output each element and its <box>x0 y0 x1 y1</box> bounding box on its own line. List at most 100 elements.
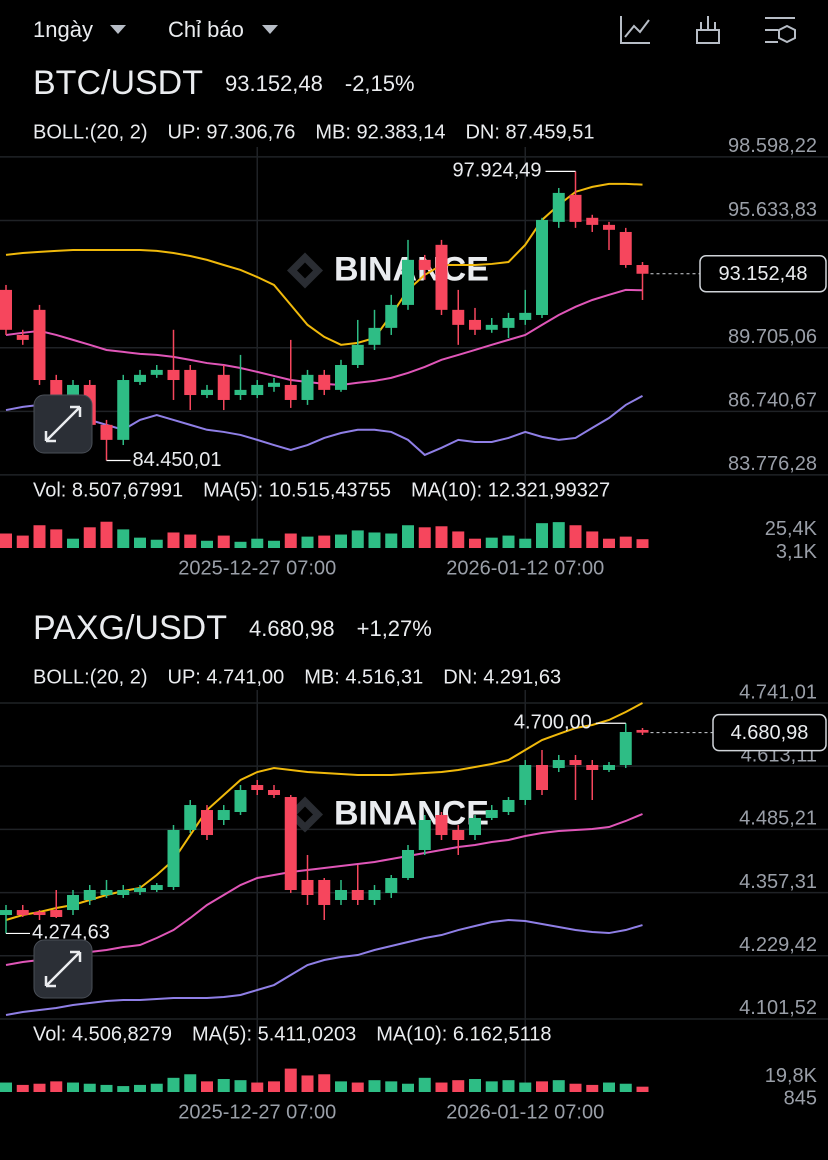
candle-body <box>502 318 515 328</box>
draw-icon[interactable] <box>696 16 720 44</box>
volume-bar <box>234 1080 247 1092</box>
volume-bar <box>301 1075 314 1092</box>
vol-ma5: MA(5): 5.411,0203 <box>192 1023 356 1045</box>
indicator-text[interactable]: Chỉ báo <box>168 17 244 42</box>
boll-up: UP: 97.306,76 <box>168 121 296 143</box>
volume-bar <box>402 525 414 548</box>
high-label: 97.924,49 <box>453 160 542 182</box>
volume-bar <box>67 1082 79 1092</box>
candle-body <box>452 829 465 841</box>
expand-icon[interactable] <box>44 405 82 443</box>
volume-bar <box>117 529 130 548</box>
price: 93.152,48 <box>225 71 323 96</box>
price: 4.680,98 <box>249 616 335 641</box>
volume-bar <box>636 539 649 548</box>
volume-bar <box>402 1083 414 1092</box>
interval-selector[interactable]: 1ngày <box>33 17 126 42</box>
vol-ma5: MA(5): 10.515,43755 <box>203 479 391 501</box>
indicator-selector[interactable]: Chỉ báo <box>168 17 278 42</box>
settings-icon[interactable] <box>765 17 796 44</box>
volume-bar <box>50 529 63 548</box>
boll-mb: MB: 4.516,31 <box>304 666 423 688</box>
volume-bar <box>385 533 398 548</box>
volume-bar <box>268 1081 280 1092</box>
candle-body <box>385 304 398 328</box>
volume-bar <box>418 1077 431 1092</box>
candle-body <box>603 765 615 770</box>
volume-bar <box>100 1084 113 1092</box>
candle-body <box>586 217 599 225</box>
y-tick-label: 4.229,42 <box>739 934 817 956</box>
volume-bar <box>351 530 364 548</box>
vol-ma10: MA(10): 6.162,5118 <box>376 1023 551 1045</box>
candle-body <box>167 369 180 381</box>
volume-bar <box>167 1077 180 1092</box>
volume-tick-label: 19,8K <box>765 1065 818 1087</box>
y-tick-label: 95.633,83 <box>728 199 817 221</box>
volume-bar <box>569 1083 582 1092</box>
volume-bar <box>217 535 230 548</box>
volume-bar <box>603 538 615 548</box>
candle-body <box>469 817 481 836</box>
volume-bar <box>586 531 599 548</box>
candle-body <box>318 879 331 905</box>
volume-bar <box>67 538 79 548</box>
y-tick-label: 83.776,28 <box>728 453 817 475</box>
candle-body <box>184 369 197 396</box>
x-tick-label: 2026-01-12 07:00 <box>446 557 604 579</box>
dropdown-arrow[interactable] <box>262 25 278 34</box>
candle-body <box>301 879 314 896</box>
watermark: BINANCE <box>334 794 489 832</box>
volume-bar <box>100 521 113 548</box>
candle-body <box>0 289 12 330</box>
candle-body <box>100 890 113 896</box>
boll-dn: DN: 4.291,63 <box>443 666 561 688</box>
y-tick-label: 98.598,22 <box>728 135 817 157</box>
dropdown-arrow[interactable] <box>110 25 126 34</box>
candle-body <box>385 878 398 893</box>
volume-bar <box>50 1081 63 1092</box>
vol-label: Vol: 8.507,67991 <box>33 479 183 501</box>
expand-icon[interactable] <box>44 950 82 988</box>
vol-ma10: MA(10): 12.321,99327 <box>411 479 610 501</box>
candle-body <box>184 805 197 830</box>
volume-bar <box>16 1084 29 1092</box>
low-label: 84.450,01 <box>133 449 222 471</box>
candle-body <box>636 265 649 274</box>
volume-bar <box>552 522 565 548</box>
volume-bar <box>268 540 280 548</box>
volume-bar <box>301 536 314 548</box>
candle-body <box>351 890 364 900</box>
candle-body <box>16 910 29 916</box>
candle-body <box>117 380 130 440</box>
candle-body <box>435 244 448 310</box>
y-tick-label: 4.741,01 <box>739 681 817 703</box>
volume-bar <box>502 1080 515 1092</box>
volume-tick-label: 3,1K <box>776 541 818 563</box>
candle-body <box>636 729 649 733</box>
volume-bar <box>552 1080 565 1092</box>
volume-bar <box>0 533 12 548</box>
last-price-box <box>712 713 827 752</box>
candle-body <box>469 319 481 330</box>
candle-body <box>301 374 314 400</box>
candle-body <box>619 731 632 766</box>
volume-bar <box>83 1083 96 1092</box>
x-tick-label: 2026-01-12 07:00 <box>446 1101 604 1123</box>
volume-bar <box>217 1079 230 1092</box>
candle-body <box>251 384 264 396</box>
volume-bar <box>184 534 197 548</box>
y-tick-label: 89.705,06 <box>728 326 817 348</box>
y-tick-label: 4.101,52 <box>739 997 817 1019</box>
high-label: 4.700,00 <box>514 712 592 734</box>
candle-body <box>284 384 297 400</box>
interval-text[interactable]: 1ngày <box>33 17 93 42</box>
volume-bar <box>536 1081 548 1092</box>
chart-icon[interactable] <box>620 16 650 44</box>
x-tick-label: 2025-12-27 07:00 <box>178 1101 336 1123</box>
candle-body <box>368 327 381 345</box>
candle-body <box>536 765 548 791</box>
volume-bar <box>335 1081 347 1092</box>
volume-bar <box>284 533 297 548</box>
